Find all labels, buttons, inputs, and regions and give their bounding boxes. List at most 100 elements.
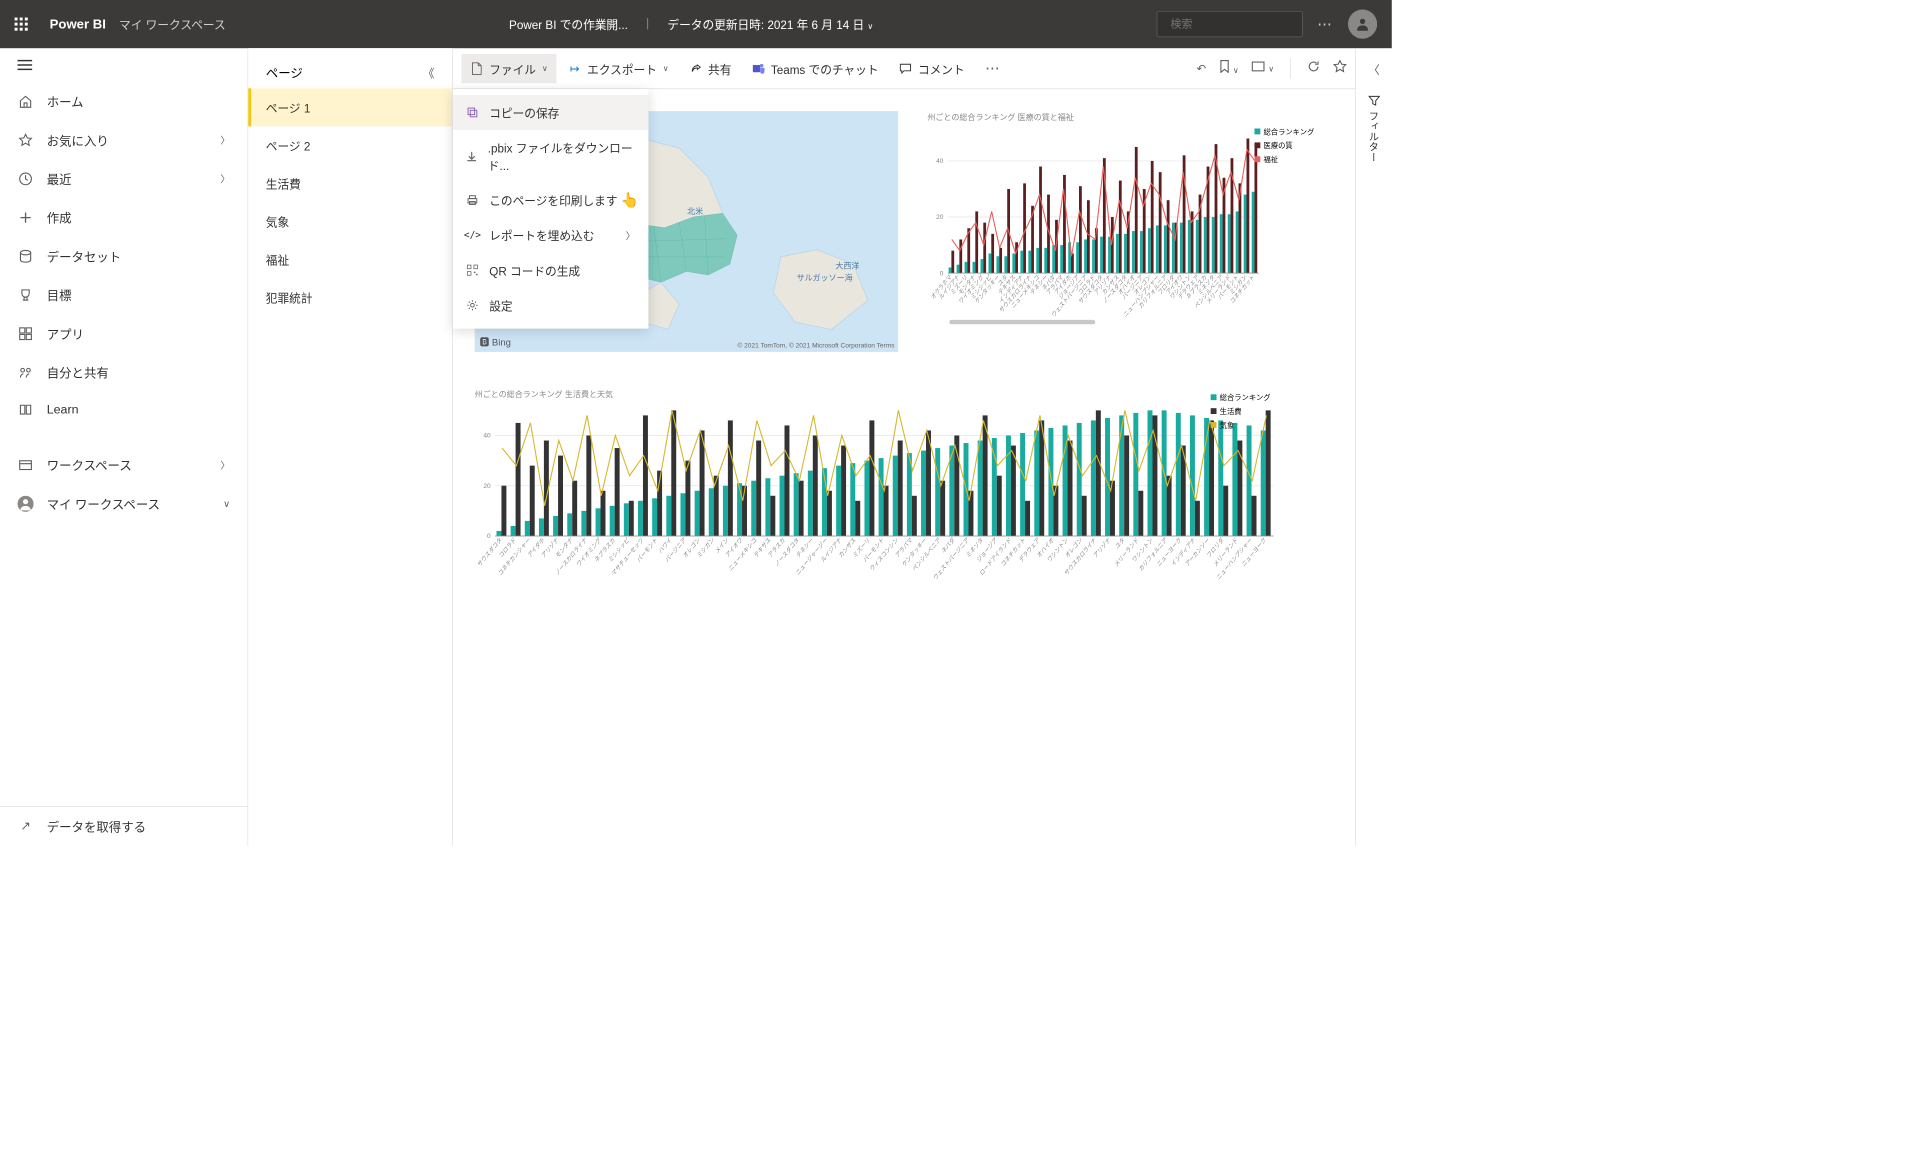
share-icon — [18, 364, 34, 380]
page-tab[interactable]: 生活費 — [248, 164, 452, 202]
file-dropdown: コピーの保存.pbix ファイルをダウンロード...このページを印刷します</>… — [453, 89, 649, 329]
view-button[interactable]: ∨ — [1252, 61, 1274, 75]
page-tab[interactable]: 犯罪統計 — [248, 278, 452, 316]
search-input[interactable] — [1171, 18, 1316, 30]
nav-item-dataset[interactable]: データセット — [0, 237, 248, 276]
nav-item-home[interactable]: ホーム — [0, 82, 248, 121]
chevron-right-icon: 〉 — [221, 133, 231, 147]
svg-text:20: 20 — [483, 483, 491, 490]
content-area: ファイル ∨ ↦ エクスポート ∨ 共有 Teams でのチャット コメント ⋯ — [453, 48, 1356, 845]
chart-legend: 総合ランキング医療の質福祉 — [1255, 126, 1315, 168]
bookmark-button[interactable]: ∨ — [1219, 60, 1238, 77]
nav-item-label: データを取得する — [47, 817, 146, 835]
app-launcher-icon[interactable] — [15, 18, 28, 31]
refresh-button[interactable] — [1307, 60, 1320, 77]
myworkspace-icon — [18, 495, 34, 511]
toolbar-label: Teams でのチャット — [771, 60, 879, 78]
chart-2[interactable]: 州ごとの総合ランキング 生活費と天気 02040サウスダコタコロラドコネチカンシ… — [475, 388, 1278, 579]
page-tab[interactable]: ページ 1 — [248, 88, 452, 126]
file-icon — [470, 62, 483, 75]
filter-label: フィルター — [1367, 111, 1382, 162]
nav-item-label: 最近 — [47, 169, 72, 187]
legend-item: 総合ランキング — [1211, 391, 1271, 402]
teams-chat-button[interactable]: Teams でのチャット — [743, 54, 887, 83]
nav-item-clock[interactable]: 最近 〉 — [0, 159, 248, 198]
page-tab[interactable]: 福祉 — [248, 240, 452, 278]
user-avatar[interactable] — [1348, 9, 1377, 38]
share-button[interactable]: 共有 — [680, 54, 740, 83]
plus-icon — [18, 209, 34, 225]
svg-text:メリーランド: メリーランド — [1113, 537, 1141, 568]
nav-item-apps[interactable]: アプリ — [0, 314, 248, 353]
nav-item-label: ホーム — [47, 92, 84, 110]
settings-icon — [466, 299, 479, 311]
nav-item-label: 目標 — [47, 286, 72, 304]
dataset-icon — [18, 248, 34, 264]
nav-item-myworkspace[interactable]: マイ ワークスペース∨ — [0, 484, 248, 523]
file-menu-embed[interactable]: </>レポートを埋め込む〉 — [453, 218, 649, 253]
workspace-breadcrumb[interactable]: マイ ワークスペース — [119, 15, 226, 33]
main-area: ホームお気に入り〉最近〉作成データセット目標アプリ自分と共有Learn ワークス… — [0, 48, 1392, 845]
nav-item-learn[interactable]: Learn — [0, 391, 248, 428]
pages-title: ページ — [266, 63, 303, 81]
export-menu-button[interactable]: ↦ エクスポート ∨ — [559, 54, 677, 83]
report-title[interactable]: Power BI での作業開... — [509, 15, 628, 33]
menu-item-label: .pbix ファイルをダウンロード... — [488, 139, 636, 174]
export-icon: ↦ — [568, 62, 581, 75]
reset-icon[interactable]: ↶ — [1196, 61, 1206, 76]
toolbar-label: ファイル — [489, 60, 536, 78]
legend-item: 総合ランキング — [1255, 126, 1315, 137]
favorite-button[interactable] — [1333, 60, 1346, 77]
chevron-right-icon: 〉 — [221, 458, 231, 472]
scrollbar[interactable] — [949, 320, 1095, 324]
star-icon — [18, 132, 34, 148]
search-box[interactable] — [1157, 11, 1303, 37]
qr-icon — [466, 264, 479, 276]
map-label: サルガッソー海 — [797, 272, 853, 284]
nav-get-data[interactable]: ↗ データを取得する — [0, 807, 248, 846]
toolbar-label: 共有 — [708, 60, 731, 78]
file-menu-print[interactable]: このページを印刷します — [453, 183, 649, 218]
embed-icon: </> — [466, 230, 479, 241]
toolbar-more-button[interactable]: ⋯ — [985, 59, 1001, 77]
nav-item-label: データセット — [47, 247, 121, 265]
nav-item-star[interactable]: お気に入り〉 — [0, 120, 248, 159]
file-menu-save-copy[interactable]: コピーの保存 — [453, 95, 649, 130]
map-terms: © 2021 TomTom, © 2021 Microsoft Corporat… — [737, 342, 894, 349]
nav-item-trophy[interactable]: 目標 — [0, 275, 248, 314]
pages-header: ページ 《 — [248, 48, 452, 88]
learn-icon — [18, 402, 34, 418]
file-menu-button[interactable]: ファイル ∨ — [461, 54, 556, 83]
toolbar-label: エクスポート — [587, 60, 657, 78]
page-tab[interactable]: ページ 2 — [248, 126, 452, 164]
last-updated[interactable]: データの更新日時: 2021 年 6 月 14 日 ∨ — [667, 15, 873, 33]
nav-item-share[interactable]: 自分と共有 — [0, 353, 248, 392]
filter-pane-button[interactable]: フィルター — [1367, 95, 1382, 162]
page-tab[interactable]: 気象 — [248, 202, 452, 240]
toolbar-label: コメント — [918, 60, 965, 78]
chart-1[interactable]: 州ごとの総合ランキング 医療の質と福祉 02040オクラホマルイジアナミズーリモ… — [927, 111, 1263, 352]
collapse-pages-button[interactable]: 《 — [423, 63, 435, 81]
map-label: 大西洋 — [835, 260, 859, 272]
get-data-icon: ↗ — [18, 818, 34, 834]
separator: | — [646, 18, 649, 31]
teams-icon — [752, 62, 765, 75]
nav-item-label: Learn — [47, 402, 79, 417]
pages-panel: ページ 《 ページ 1ページ 2生活費気象福祉犯罪統計 — [248, 48, 452, 845]
nav-item-workspace[interactable]: ワークスペース〉 — [0, 445, 248, 484]
file-menu-settings[interactable]: 設定 — [453, 288, 649, 323]
left-nav: ホームお気に入り〉最近〉作成データセット目標アプリ自分と共有Learn ワークス… — [0, 48, 248, 845]
nav-item-plus[interactable]: 作成 — [0, 198, 248, 237]
file-menu-download[interactable]: .pbix ファイルをダウンロード... — [453, 130, 649, 183]
chevron-right-icon: 〉 — [221, 172, 231, 186]
nav-item-label: 作成 — [47, 208, 72, 226]
bing-credit: 🅱 Bing — [480, 334, 511, 348]
file-menu-qr[interactable]: QR コードの生成 — [453, 253, 649, 288]
expand-rail-button[interactable]: 〈 — [1368, 60, 1380, 78]
menu-item-label: QR コードの生成 — [489, 261, 580, 279]
chevron-down-icon: ∨ — [542, 64, 548, 73]
comment-icon — [899, 62, 912, 75]
nav-toggle-button[interactable] — [0, 48, 248, 82]
more-options-button[interactable]: ⋯ — [1317, 15, 1333, 33]
comment-button[interactable]: コメント — [890, 54, 973, 83]
